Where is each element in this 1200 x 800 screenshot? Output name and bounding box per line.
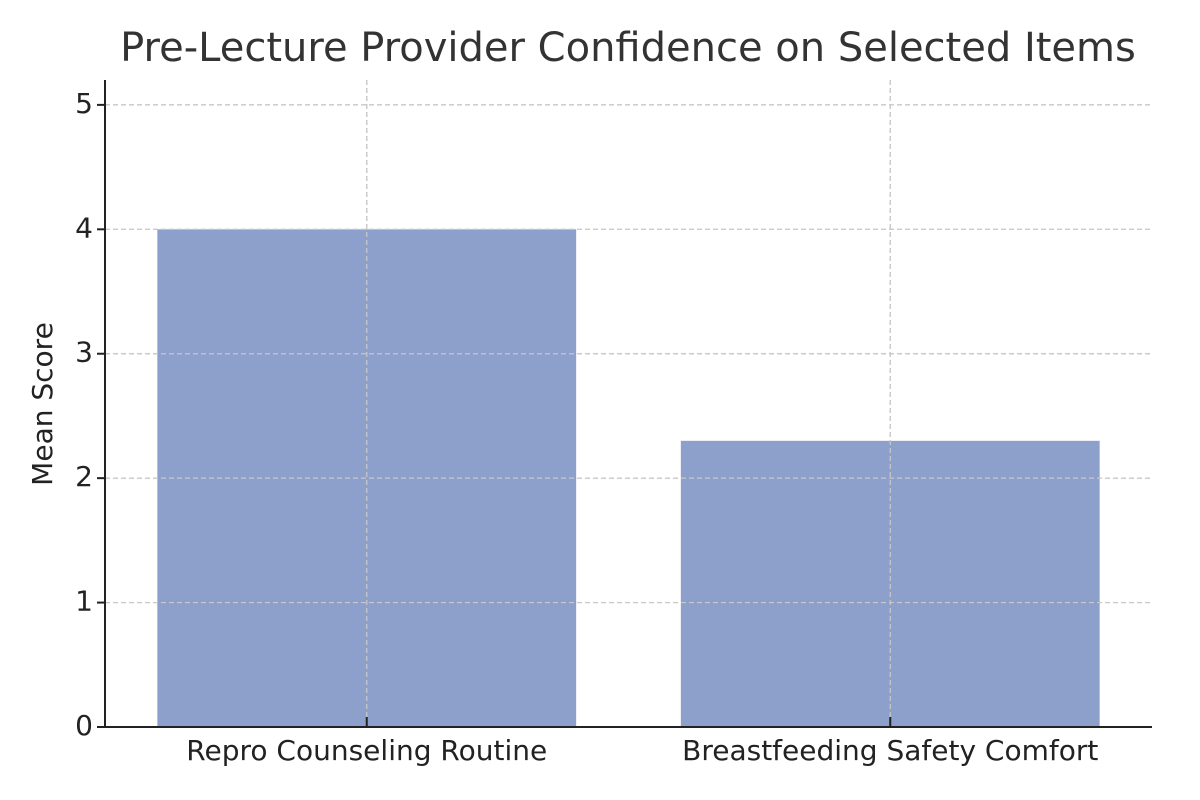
y-tick-label: 5: [75, 87, 93, 120]
chart-title: Pre-Lecture Provider Confidence on Selec…: [120, 25, 1136, 71]
y-tick-label: 2: [75, 460, 93, 493]
y-tick-label: 4: [75, 211, 93, 244]
y-axis-label: Mean Score: [26, 322, 59, 486]
y-tick-label: 3: [75, 336, 93, 369]
y-tick-label: 1: [75, 585, 93, 618]
x-tick-label: Repro Counseling Routine: [186, 734, 547, 767]
y-tick-label: 0: [75, 709, 93, 742]
x-tick-label: Breastfeeding Safety Comfort: [682, 734, 1098, 767]
